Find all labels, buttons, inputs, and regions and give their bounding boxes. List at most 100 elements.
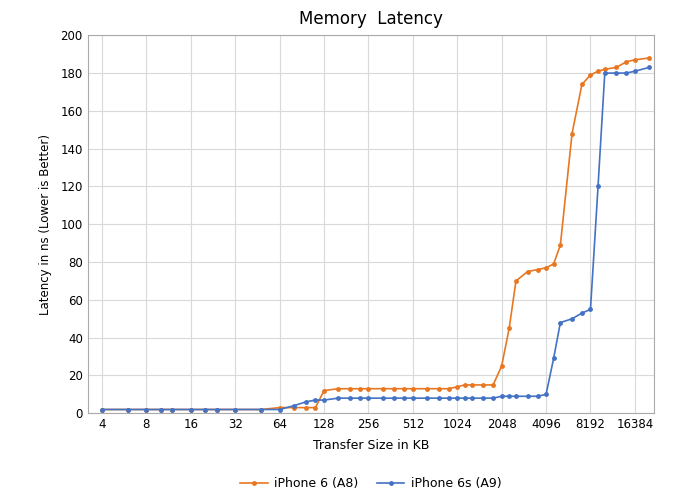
iPhone 6s (A9) [400,395,408,401]
iPhone 6s (A9) [489,395,497,401]
iPhone 6 (A8) [645,55,653,61]
iPhone 6 (A8) [578,81,586,88]
iPhone 6s (A9) [594,183,602,190]
iPhone 6 (A8) [213,406,221,412]
iPhone 6 (A8) [156,406,164,412]
iPhone 6 (A8) [613,65,621,71]
iPhone 6 (A8) [622,58,630,65]
iPhone 6 (A8) [479,382,487,388]
iPhone 6 (A8) [400,386,408,392]
iPhone 6 (A8) [390,386,398,392]
iPhone 6 (A8) [276,405,284,411]
iPhone 6s (A9) [542,391,550,397]
iPhone 6s (A9) [549,355,557,361]
iPhone 6s (A9) [479,395,487,401]
iPhone 6s (A9) [301,399,309,405]
iPhone 6s (A9) [556,320,564,326]
iPhone 6s (A9) [156,406,164,412]
iPhone 6s (A9) [311,397,319,403]
iPhone 6s (A9) [365,395,373,401]
iPhone 6 (A8) [468,382,476,388]
iPhone 6 (A8) [435,386,443,392]
iPhone 6s (A9) [586,306,594,312]
iPhone 6s (A9) [124,406,132,412]
iPhone 6 (A8) [98,406,106,412]
iPhone 6s (A9) [631,68,639,74]
iPhone 6s (A9) [613,70,621,76]
iPhone 6 (A8) [445,386,453,392]
iPhone 6s (A9) [320,397,328,403]
iPhone 6 (A8) [168,406,177,412]
iPhone 6 (A8) [142,406,150,412]
iPhone 6 (A8) [231,406,239,412]
iPhone 6s (A9) [142,406,150,412]
iPhone 6 (A8) [601,66,609,72]
iPhone 6 (A8) [379,386,387,392]
iPhone 6s (A9) [468,395,476,401]
iPhone 6 (A8) [320,388,328,394]
Y-axis label: Latency in ns (Lower is Better): Latency in ns (Lower is Better) [39,134,52,315]
iPhone 6s (A9) [645,65,653,71]
iPhone 6 (A8) [549,261,557,267]
iPhone 6 (A8) [533,267,541,273]
iPhone 6 (A8) [311,405,319,411]
iPhone 6s (A9) [512,393,520,399]
iPhone 6 (A8) [489,382,497,388]
Legend: iPhone 6 (A8), iPhone 6s (A9): iPhone 6 (A8), iPhone 6s (A9) [235,472,506,495]
iPhone 6 (A8) [586,72,594,78]
iPhone 6 (A8) [524,269,532,275]
iPhone 6s (A9) [445,395,453,401]
iPhone 6 (A8) [290,405,298,411]
iPhone 6 (A8) [568,131,576,137]
iPhone 6s (A9) [213,406,221,412]
iPhone 6s (A9) [453,395,461,401]
iPhone 6s (A9) [622,70,630,76]
iPhone 6s (A9) [187,406,195,412]
iPhone 6 (A8) [423,386,431,392]
iPhone 6 (A8) [334,386,342,392]
iPhone 6 (A8) [301,405,309,411]
iPhone 6s (A9) [533,393,541,399]
iPhone 6 (A8) [505,325,513,331]
iPhone 6s (A9) [290,403,298,409]
Line: iPhone 6 (A8): iPhone 6 (A8) [100,55,652,412]
iPhone 6s (A9) [231,406,239,412]
iPhone 6s (A9) [356,395,364,401]
iPhone 6s (A9) [98,406,106,412]
Line: iPhone 6s (A9): iPhone 6s (A9) [100,65,652,412]
iPhone 6s (A9) [423,395,431,401]
iPhone 6 (A8) [201,406,209,412]
iPhone 6 (A8) [497,363,506,369]
iPhone 6s (A9) [408,395,417,401]
iPhone 6s (A9) [435,395,443,401]
iPhone 6s (A9) [257,406,265,412]
iPhone 6 (A8) [124,406,132,412]
iPhone 6s (A9) [201,406,209,412]
iPhone 6 (A8) [365,386,373,392]
iPhone 6s (A9) [379,395,387,401]
X-axis label: Transfer Size in KB: Transfer Size in KB [313,439,429,453]
iPhone 6 (A8) [556,242,564,248]
iPhone 6s (A9) [601,70,609,76]
iPhone 6 (A8) [346,386,354,392]
iPhone 6s (A9) [505,393,513,399]
iPhone 6s (A9) [497,393,506,399]
iPhone 6s (A9) [524,393,532,399]
iPhone 6s (A9) [168,406,177,412]
iPhone 6s (A9) [578,310,586,316]
iPhone 6 (A8) [187,406,195,412]
iPhone 6 (A8) [512,278,520,284]
iPhone 6s (A9) [461,395,469,401]
iPhone 6 (A8) [461,382,469,388]
iPhone 6 (A8) [631,57,639,63]
iPhone 6s (A9) [334,395,342,401]
iPhone 6 (A8) [257,406,265,412]
iPhone 6 (A8) [594,68,602,74]
iPhone 6 (A8) [356,386,364,392]
iPhone 6s (A9) [568,316,576,322]
iPhone 6 (A8) [542,265,550,271]
iPhone 6 (A8) [453,384,461,390]
iPhone 6s (A9) [276,406,284,412]
iPhone 6 (A8) [408,386,417,392]
Title: Memory  Latency: Memory Latency [299,10,443,28]
